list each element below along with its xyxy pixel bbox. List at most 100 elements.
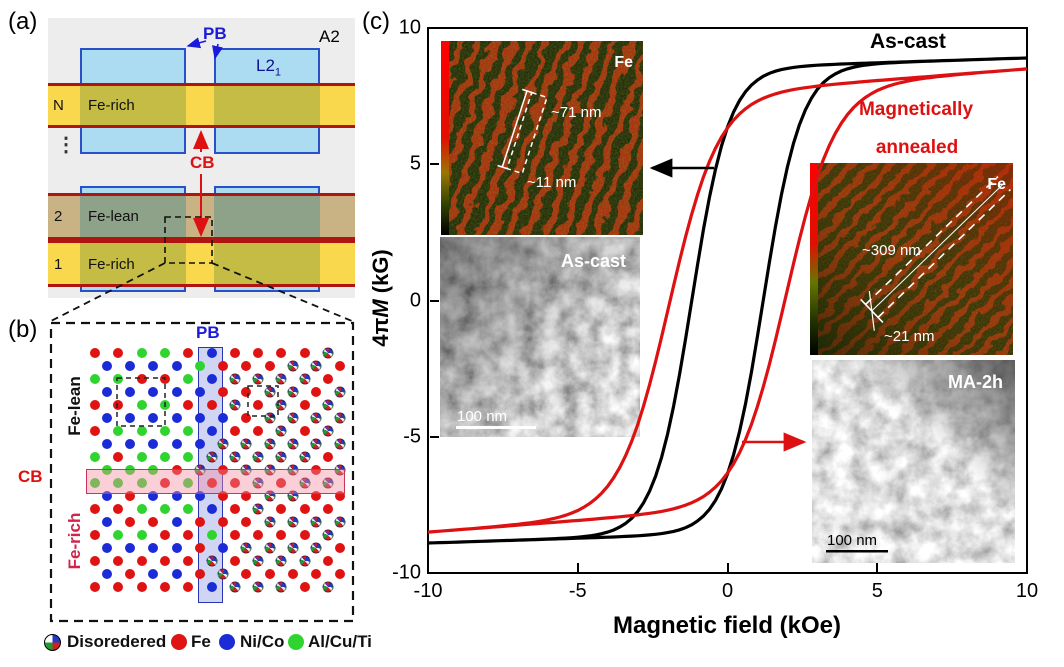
nico-site-dot (171, 543, 182, 553)
x-tick-label: -5 (568, 580, 587, 602)
al-site-dot (136, 426, 147, 436)
al-site-dot (113, 374, 124, 384)
fe-site-dot (323, 556, 333, 566)
fe-site-dot (183, 530, 194, 540)
disordered-site-dot (275, 373, 287, 385)
fe-site-dot (124, 517, 135, 527)
fe-site-dot (218, 361, 229, 371)
al-site-dot (159, 400, 170, 410)
fe-site-dot (90, 530, 100, 540)
disordered-site-dot (252, 451, 264, 463)
x-tick-mark (876, 563, 879, 572)
fe-site-dot (323, 452, 333, 462)
disordered-site-dot (299, 451, 311, 463)
fe-site-dot (136, 556, 147, 566)
y-title-prefix: 4π (368, 317, 393, 347)
nico-site-dot (218, 543, 229, 553)
y-tick-label: 10 (398, 16, 421, 39)
nico-site-dot (101, 361, 112, 371)
fe-site-dot (253, 426, 264, 436)
fe-site-dot (241, 361, 252, 371)
fe-site-dot (323, 374, 333, 384)
inset-sample-label: As-cast (561, 251, 626, 271)
measurement-text: ~309 nm (862, 242, 921, 259)
nico-site-dot (194, 439, 205, 449)
alcuti-dot-icon (288, 634, 304, 650)
fe-site-dot (299, 530, 310, 540)
disordered-site-dot (252, 503, 264, 515)
nico-site-dot (218, 413, 229, 423)
disordered-site-dot (275, 581, 287, 593)
inset-sample-label: MA-2h (948, 372, 1003, 392)
nico-dot-icon (219, 634, 235, 650)
al-site-dot (159, 452, 170, 462)
disordered-site-dot (287, 386, 299, 398)
fe-site-dot (334, 569, 345, 579)
nico-site-dot (194, 387, 205, 397)
x-tick-label: -10 (413, 580, 443, 602)
nico-site-dot (206, 504, 217, 514)
fe-site-dot (148, 517, 159, 527)
disordered-site-dot (322, 399, 334, 411)
disordered-site-dot (264, 438, 276, 450)
panel-b-label: (b) (8, 316, 38, 343)
nico-site-dot (124, 439, 135, 449)
al-site-dot (136, 452, 147, 462)
disordered-site-dot (252, 373, 264, 385)
al-site-dot (113, 426, 124, 436)
scale-bar-text: 100 nm (827, 532, 877, 549)
nico-site-dot (101, 517, 112, 527)
al-site-dot (136, 530, 147, 540)
a2-label: A2 (319, 27, 340, 46)
nico-site-dot (206, 582, 217, 592)
as-cast-curve-label: As-cast (870, 30, 946, 53)
y-title-symbol: M (368, 299, 393, 318)
y-tick-mark (430, 299, 439, 302)
y-axis-title: 4πM (kG) (368, 249, 394, 347)
fe-site-dot (90, 348, 100, 358)
y-tick-mark (430, 435, 439, 438)
fe-shading (810, 163, 1013, 355)
fe-site-dot (299, 504, 310, 514)
row-index: 1 (54, 256, 63, 273)
disordered-site-dot (287, 516, 299, 528)
row-name: Fe-rich (88, 97, 135, 114)
pb-label: PB (203, 24, 227, 43)
fe-site-dot (90, 556, 100, 566)
fe-site-dot (229, 504, 240, 514)
nico-site-dot (171, 361, 182, 371)
nico-site-dot (101, 387, 112, 397)
fe-site-dot (113, 582, 124, 592)
pb-label: PB (196, 323, 220, 342)
nico-site-dot (124, 413, 135, 423)
inset-fe-map-annealed: Fe ~309 nm ~21 nm (810, 163, 1013, 355)
fe-site-dot (90, 582, 100, 592)
legend-item-label: Disoredered (67, 632, 167, 651)
disordered-site-dot (287, 438, 299, 450)
nico-site-dot (171, 569, 182, 579)
fe-site-dot (136, 374, 147, 384)
fe-site-dot (206, 400, 217, 410)
row-name: Fe-rich (88, 256, 135, 273)
disordered-site-dot (264, 386, 276, 398)
fe-site-dot (218, 517, 229, 527)
legend-item-label: Al/Cu/Ti (308, 632, 372, 651)
fe-site-dot (299, 400, 310, 410)
cb-label: CB (18, 467, 43, 486)
fe-speckle (441, 41, 643, 235)
fe-site-dot (194, 517, 205, 527)
measurement-text: ~71 nm (551, 104, 601, 121)
fe-site-dot (241, 413, 252, 423)
y-tick-label: 0 (409, 289, 421, 311)
al-site-dot (183, 504, 194, 514)
nico-site-dot (206, 374, 217, 384)
x-tick-mark (576, 563, 579, 572)
y-tick-mark (430, 163, 439, 166)
al-site-dot (136, 348, 147, 358)
fe-site-dot (136, 582, 147, 592)
panel-c-label: (c) (362, 8, 390, 35)
disordered-site-dot (264, 542, 276, 554)
fe-site-dot (113, 400, 124, 410)
band-overlap (214, 86, 320, 125)
fe-site-dot (264, 361, 275, 371)
